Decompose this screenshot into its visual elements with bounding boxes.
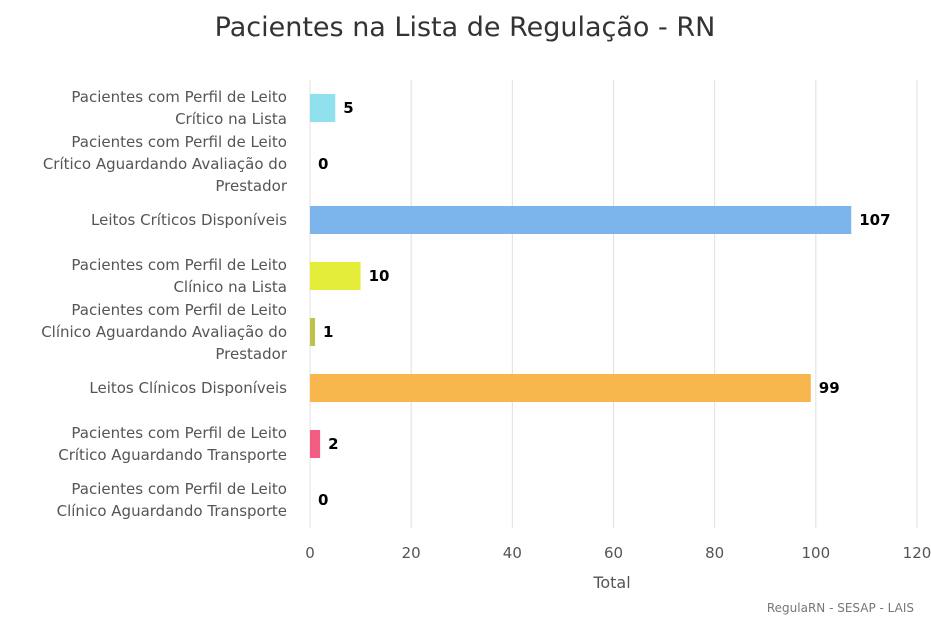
category-labels: Pacientes com Perfil de Leito Crítico na … xyxy=(41,88,288,520)
bar[interactable] xyxy=(310,374,811,402)
category-label-line: Pacientes com Perfil de Leito xyxy=(71,480,287,498)
data-label: 1 xyxy=(323,323,333,341)
bar[interactable] xyxy=(310,206,852,234)
x-axis-title: Total xyxy=(592,573,630,592)
data-label: 0 xyxy=(318,155,328,173)
x-tick-label: 60 xyxy=(604,544,623,562)
grid-lines xyxy=(309,80,918,528)
x-tick-label: 20 xyxy=(402,544,421,562)
x-tick-label: 40 xyxy=(503,544,522,562)
bar[interactable] xyxy=(310,430,321,458)
credits-text[interactable]: RegulaRN - SESAP - LAIS xyxy=(767,601,914,615)
category-label: Pacientes com Perfil de Leito Crítico na … xyxy=(71,88,287,128)
x-tick-label: 0 xyxy=(305,544,315,562)
category-label-line: Pacientes com Perfil de Leito xyxy=(71,424,287,442)
x-tick-label: 100 xyxy=(802,544,831,562)
category-label-line: Clínico Aguardando Transporte xyxy=(57,502,287,520)
category-label: Pacientes com Perfil de Leito Crítico Agu… xyxy=(58,424,287,464)
data-label: 99 xyxy=(819,379,840,397)
data-label: 0 xyxy=(318,491,328,509)
chart-title: Pacientes na Lista de Regulação - RN xyxy=(215,12,716,43)
category-label: Leitos Clínicos Disponíveis xyxy=(89,379,287,397)
category-label-line: Crítico Aguardando Avaliação do xyxy=(43,155,287,173)
bar[interactable] xyxy=(310,262,361,290)
category-label: Pacientes com Perfil de Leito Clínico Agu… xyxy=(57,480,287,520)
category-label: Pacientes com Perfil de Leito Clínico Agu… xyxy=(41,301,288,363)
x-tick-labels: 0 20 40 60 80 100 120 xyxy=(305,544,931,562)
bars: 5 0 107 10 1 99 2 0 xyxy=(310,94,891,509)
category-label-line: Clínico Aguardando Avaliação do xyxy=(41,323,287,341)
category-label-line: Leitos Clínicos Disponíveis xyxy=(89,379,287,397)
data-label: 2 xyxy=(328,435,338,453)
category-label-line: Crítico Aguardando Transporte xyxy=(58,446,287,464)
x-tick-label: 80 xyxy=(705,544,724,562)
category-label-line: Prestador xyxy=(215,345,287,363)
category-label-line: Pacientes com Perfil de Leito xyxy=(71,133,287,151)
x-tick-label: 120 xyxy=(903,544,931,562)
bar[interactable] xyxy=(310,94,336,122)
category-label-line: Pacientes com Perfil de Leito xyxy=(71,88,287,106)
category-label-line: Leitos Críticos Disponíveis xyxy=(91,211,287,229)
category-label: Leitos Críticos Disponíveis xyxy=(91,211,287,229)
category-label-line: Prestador xyxy=(215,177,287,195)
category-label: Pacientes com Perfil de Leito Crítico Agu… xyxy=(43,133,288,195)
data-label: 5 xyxy=(343,99,353,117)
bar[interactable] xyxy=(310,318,316,346)
data-label: 10 xyxy=(369,267,390,285)
category-label-line: Crítico na Lista xyxy=(175,110,287,128)
category-label-line: Clínico na Lista xyxy=(173,278,287,296)
category-label-line: Pacientes com Perfil de Leito xyxy=(71,301,287,319)
data-label: 107 xyxy=(859,211,890,229)
category-label-line: Pacientes com Perfil de Leito xyxy=(71,256,287,274)
category-label: Pacientes com Perfil de Leito Clínico na … xyxy=(71,256,287,296)
